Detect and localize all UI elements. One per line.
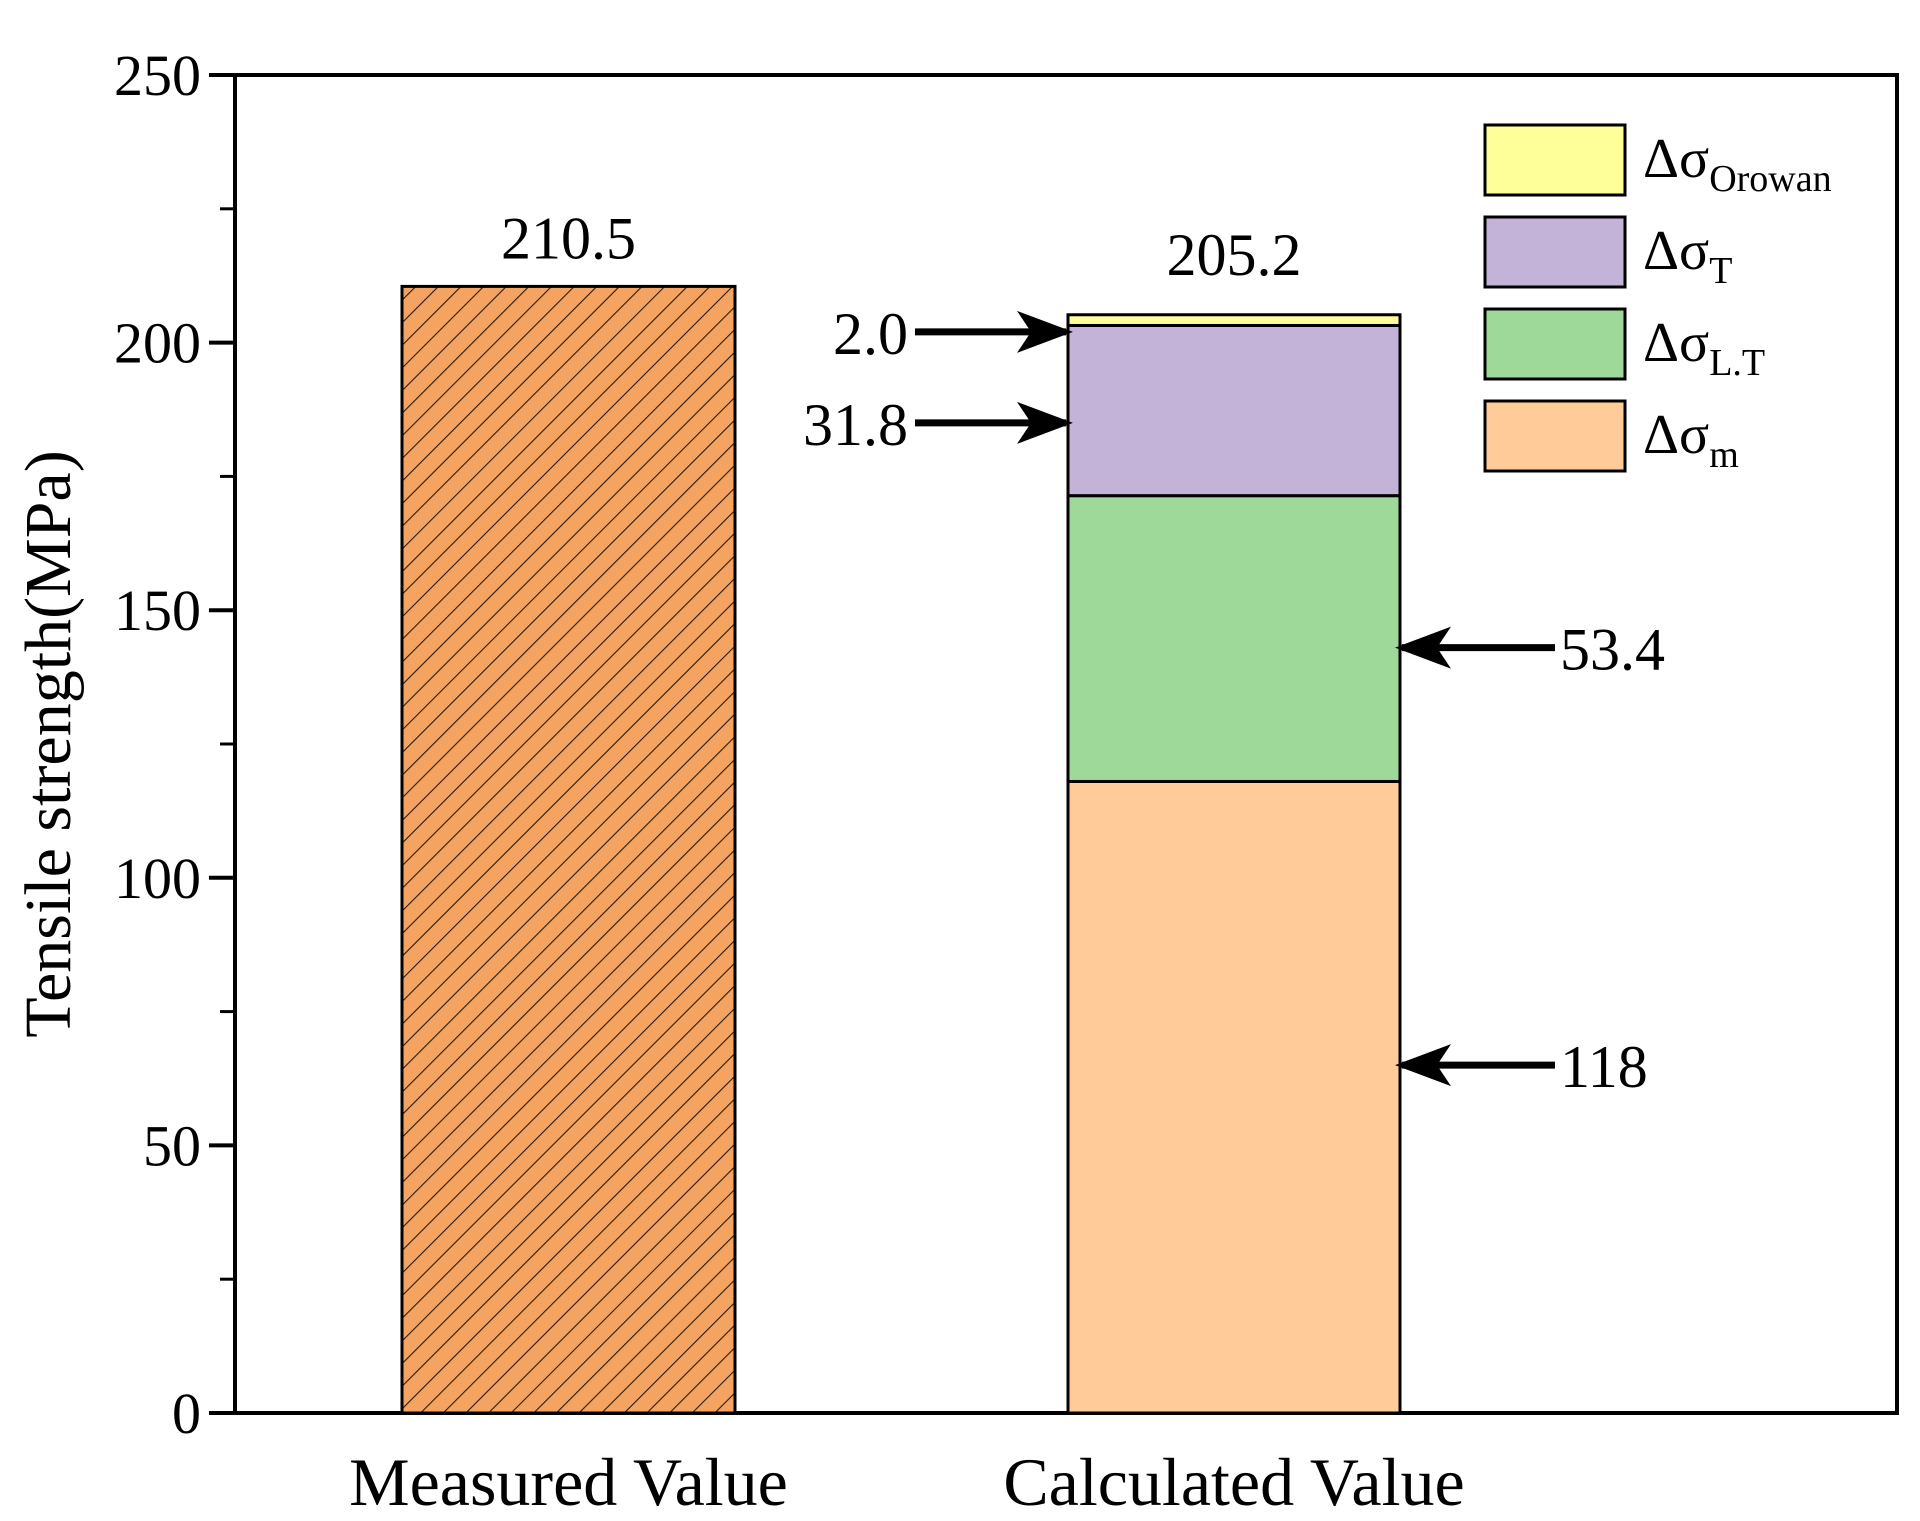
category-label-calculated: Calculated Value: [1003, 1444, 1464, 1520]
y-tick-label: 150: [114, 578, 201, 643]
stack-segment-1: [1066, 494, 1402, 783]
legend-label: ΔσL.T: [1643, 312, 1765, 384]
legend-label-base: Δσ: [1643, 128, 1709, 190]
legend-label-base: Δσ: [1643, 220, 1709, 282]
measured-value-label: 210.5: [501, 205, 636, 271]
stack-segment-3: [1066, 313, 1402, 327]
legend-swatch: [1483, 123, 1627, 197]
y-tick-label: 50: [143, 1113, 201, 1178]
y-tick-label: 200: [114, 311, 201, 376]
legend-label: Δσm: [1643, 404, 1739, 476]
y-axis-ticks: [209, 73, 235, 1415]
legend-swatch: [1483, 215, 1627, 289]
calculated-value-stack: [1066, 313, 1402, 1415]
y-tick-label: 100: [114, 846, 201, 911]
y-axis-title: Tensile strength(MPa): [12, 450, 85, 1037]
stack-segment-0: [1066, 779, 1402, 1415]
category-label-measured: Measured Value: [349, 1444, 788, 1520]
legend-label: ΔσOrowan: [1643, 128, 1832, 200]
legend-label: ΔσT: [1643, 220, 1732, 292]
segment-value-label: 2.0: [833, 301, 908, 367]
segment-value-label: 53.4: [1560, 617, 1665, 683]
legend-label-base: Δσ: [1643, 312, 1709, 374]
segment-annotations: 118 53.4 31.8 2.0: [803, 301, 1665, 1100]
legend-label-base: Δσ: [1643, 404, 1709, 466]
legend-label-subscript: T: [1709, 250, 1732, 292]
y-tick-label: 250: [114, 43, 201, 108]
legend-label-subscript: Orowan: [1709, 158, 1831, 200]
calculated-total-label: 205.2: [1167, 222, 1302, 288]
stack-segment-2: [1066, 323, 1402, 498]
measured-value-bar: [400, 284, 737, 1415]
segment-value-label: 31.8: [803, 392, 908, 458]
legend-label-subscript: L.T: [1709, 342, 1765, 384]
legend-label-subscript: m: [1709, 434, 1739, 476]
legend-swatch: [1483, 307, 1627, 381]
segment-value-label: 118: [1560, 1034, 1648, 1100]
y-tick-label: 0: [172, 1381, 201, 1446]
y-axis-tick-labels: 0 50 100 150 200 250: [114, 43, 201, 1446]
legend-swatch: [1483, 399, 1627, 473]
